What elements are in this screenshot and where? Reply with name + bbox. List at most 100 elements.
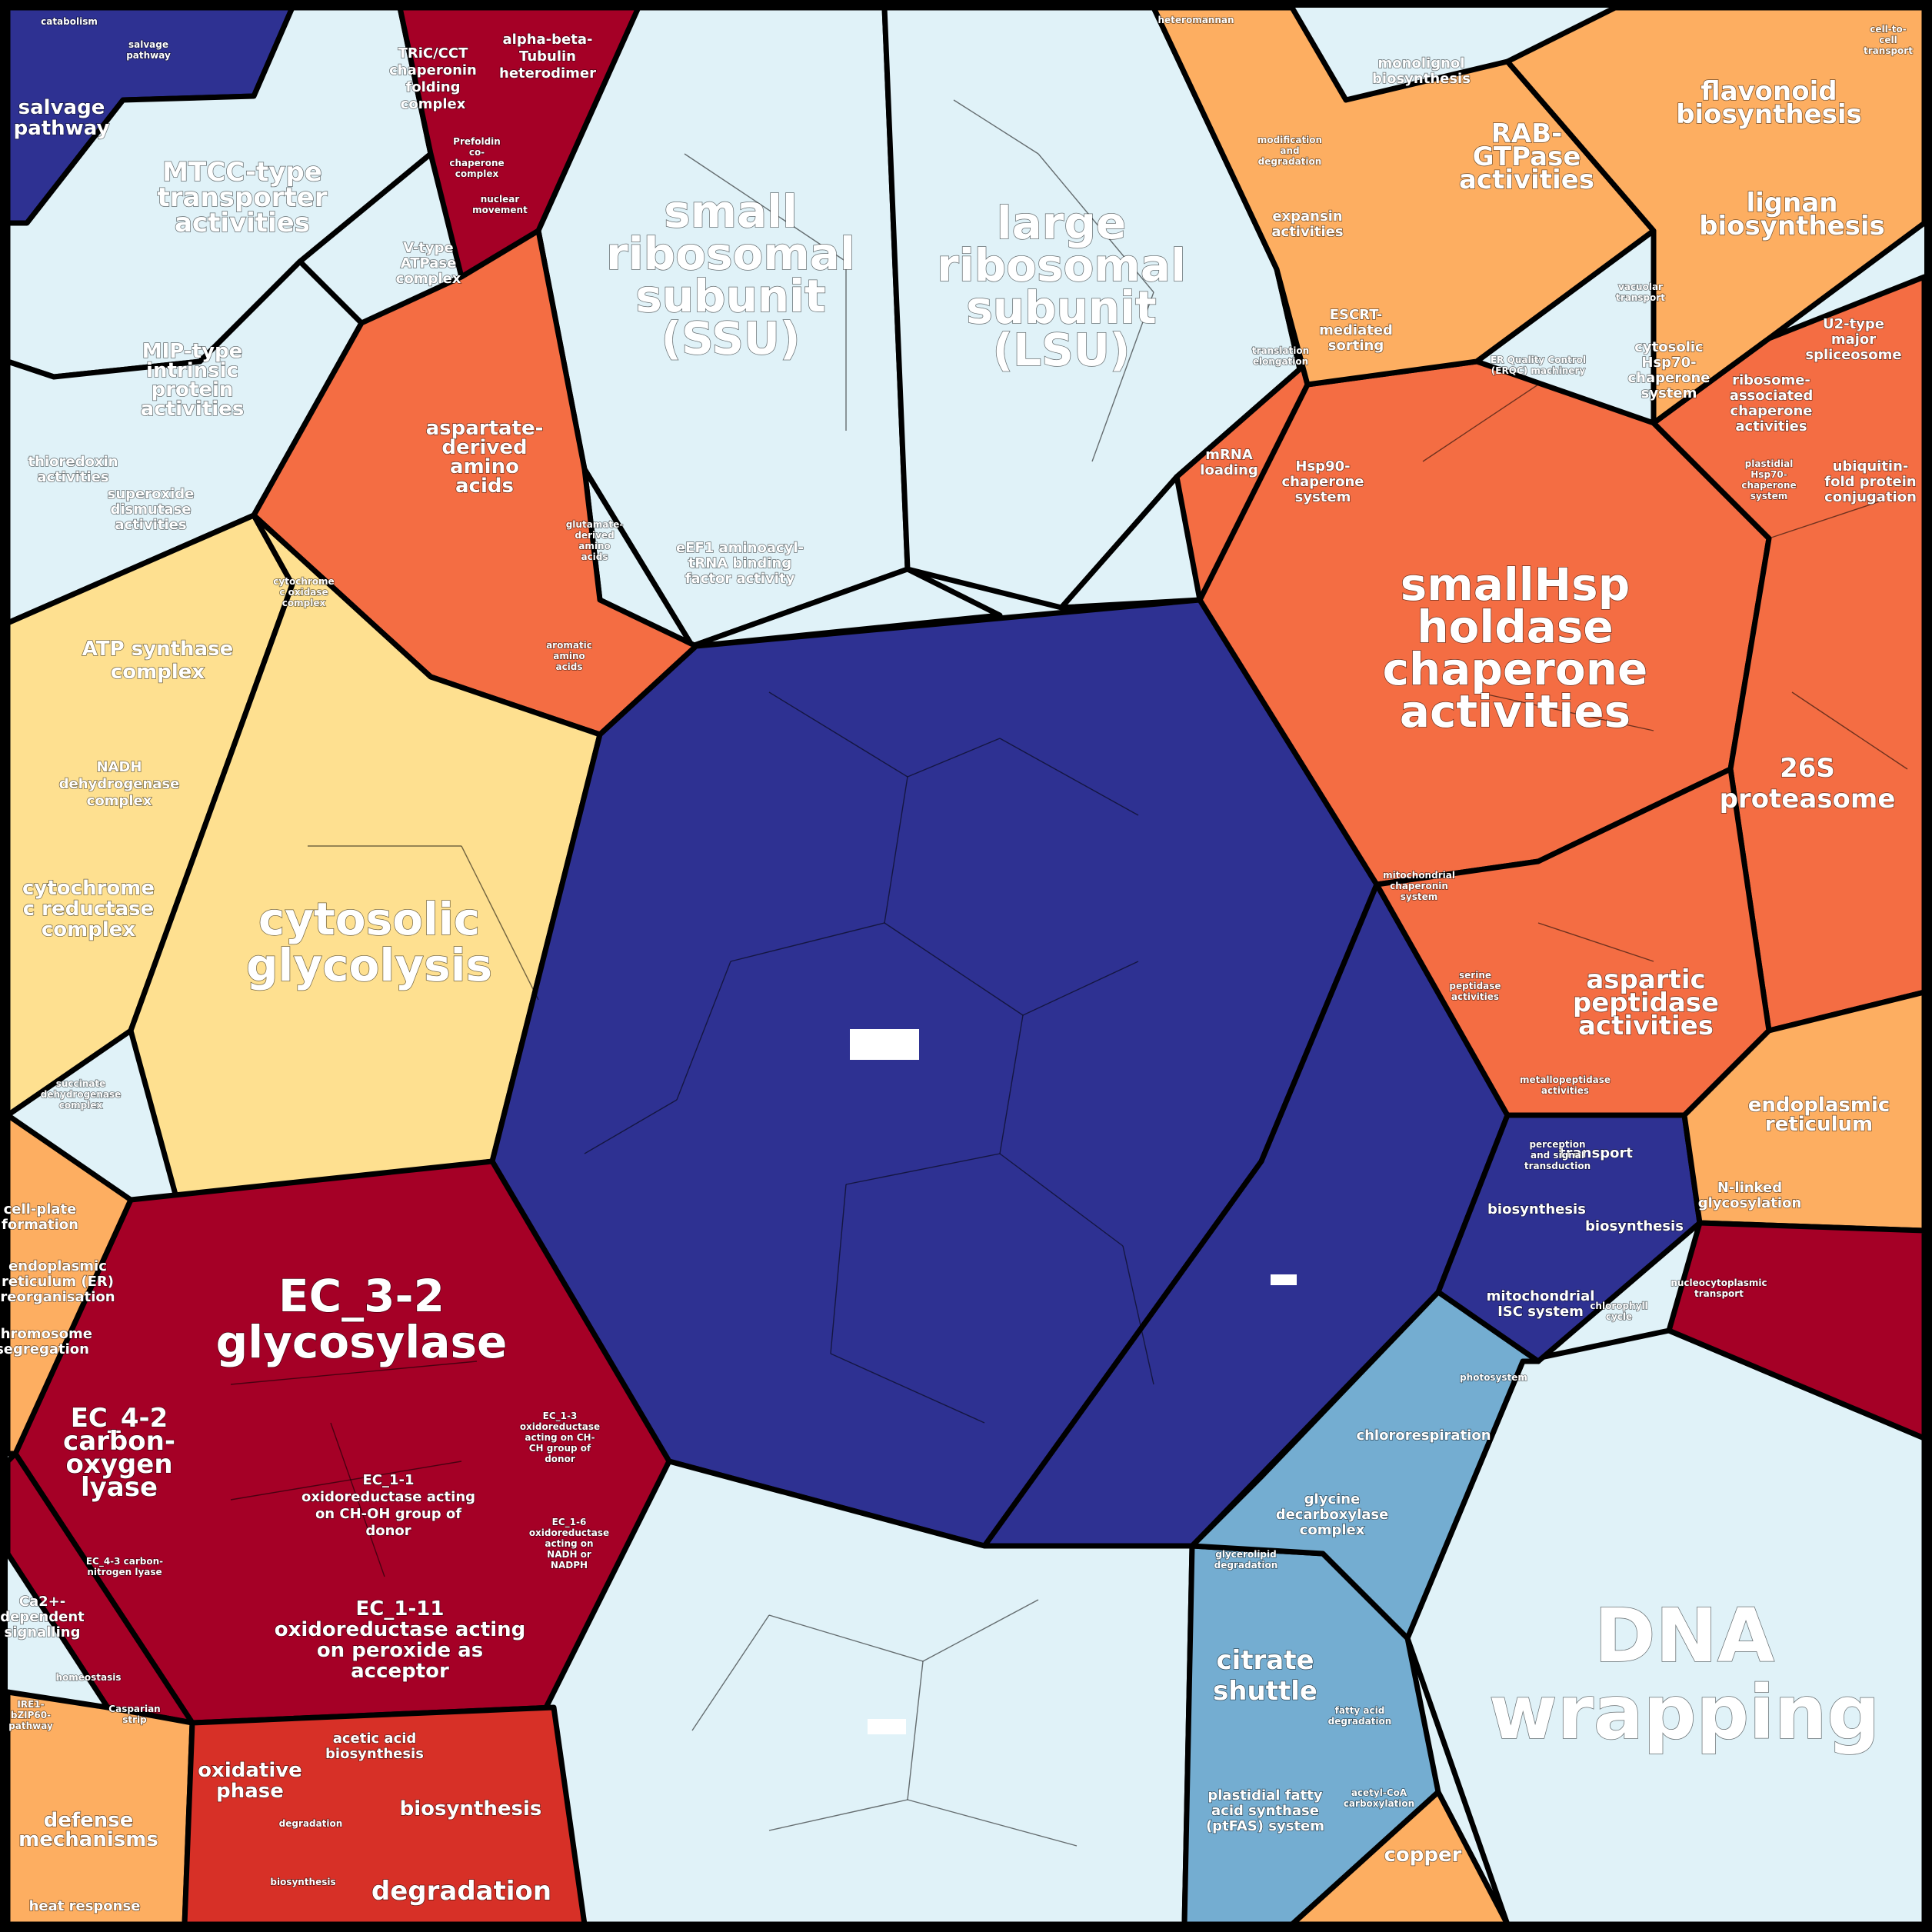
cell-label: EC_4-2 <box>71 1403 168 1434</box>
cell-copper[interactable] <box>1289 1789 1511 1927</box>
cell-label: ISC system <box>1497 1304 1584 1320</box>
sub-cell-boundary <box>1476 691 1654 731</box>
sub-cell-boundary <box>768 1614 924 1662</box>
cell-label: proteasome <box>1720 784 1896 814</box>
sub-cell-boundary <box>907 738 1001 778</box>
cell-label: thioredoxin <box>28 454 118 470</box>
cell-label: complex <box>42 918 136 941</box>
cell-label: oxidoreductase <box>529 1527 609 1538</box>
sub-cell-boundary <box>845 1153 1001 1185</box>
cell-endoplasmic[interactable] <box>1681 989 1927 1234</box>
sub-cell-boundary <box>1122 1245 1154 1385</box>
cell-label: mechanisms <box>18 1828 158 1851</box>
cell-label: aspartic <box>1586 964 1705 995</box>
cell-label: (ERQC) machinery <box>1491 365 1586 376</box>
cell-label: Tubulin <box>519 48 576 65</box>
cell-label: endoplasmic <box>8 1258 107 1274</box>
cell-label: degradation <box>279 1818 343 1829</box>
cell-label: Prefoldin <box>453 136 501 147</box>
cell-label: strip <box>122 1714 147 1725</box>
cell-label: lignan <box>1747 188 1838 218</box>
cell-label: biosynthesis <box>270 1877 335 1887</box>
cell-label: carbon- <box>63 1426 175 1457</box>
sub-cell-boundary <box>884 776 908 924</box>
cell-label: V-type <box>403 240 454 256</box>
cell-label: complex <box>87 793 152 809</box>
cell-label: cytochrome <box>22 877 155 900</box>
cell-label: glycosylation <box>1698 1195 1802 1211</box>
cell-label: chlororespiration <box>1356 1427 1491 1444</box>
cell-label: biosynthesis <box>325 1746 424 1762</box>
cell-label: complex <box>111 661 205 684</box>
cell-label: chaperone <box>1741 480 1796 491</box>
cell-label: (SSU) <box>661 312 800 365</box>
cell-label: endoplasmic <box>1748 1094 1890 1117</box>
cell-label: transport <box>1694 1288 1744 1299</box>
cell-label: lyase <box>81 1472 158 1503</box>
cell-label: movement <box>472 205 528 215</box>
cell-chlororespiration[interactable] <box>1189 1289 1541 1641</box>
sub-cell-boundary <box>907 1799 1078 1847</box>
cell-label: perception <box>1529 1139 1585 1150</box>
cell-nucleocyto[interactable] <box>1666 1220 1927 1441</box>
sub-cell-boundary <box>1791 691 1908 770</box>
cell-label: bZIP60- <box>11 1710 51 1720</box>
cell-label: fold protein <box>1824 474 1916 490</box>
cell-label: biosynthesis <box>1676 99 1862 130</box>
cell-redbottom[interactable] <box>182 1704 588 1927</box>
cell-label: heteromannan <box>1158 15 1234 25</box>
cell-label: biosynthesis <box>1487 1201 1586 1217</box>
cell-label: major <box>1831 331 1876 348</box>
cell-label: acceptor <box>351 1660 449 1683</box>
cell-label: alpha-beta- <box>503 32 593 48</box>
cell-label: chromosome <box>0 1326 92 1342</box>
cell-label: complex <box>396 271 461 287</box>
cell-label: wrapping <box>1489 1670 1880 1756</box>
cell-label: co- <box>469 147 485 158</box>
cell-label: tRNA binding <box>688 555 791 571</box>
cell-label: serine <box>1459 970 1491 981</box>
cell-label: N-linked <box>1717 1180 1782 1196</box>
cell-label: pathway <box>8 1720 53 1731</box>
cell-label: mediated <box>1319 322 1393 338</box>
cell-label: acetyl-CoA <box>1351 1787 1407 1798</box>
sub-cell-boundary <box>584 1099 678 1154</box>
cell-label: metallopeptidase <box>1520 1074 1611 1085</box>
blank-label-box <box>1271 1274 1297 1285</box>
cell-label: (LSU) <box>993 324 1131 376</box>
cell-label: activities <box>115 517 186 533</box>
cell-defense[interactable] <box>5 1112 134 1457</box>
cell-ec42[interactable] <box>5 1451 195 1726</box>
cell-label: activities <box>37 469 108 485</box>
cell-label: biosynthesis <box>1372 71 1471 87</box>
cell-label: reticulum (ER) <box>2 1274 114 1290</box>
cell-label: Casparian <box>108 1704 160 1714</box>
cell-label: dependent <box>0 1609 85 1625</box>
cell-label: ubiquitin- <box>1833 458 1909 475</box>
cell-label: superoxide <box>108 486 195 502</box>
cell-label: glycine <box>1304 1491 1361 1507</box>
cell-label: Hsp90- <box>1295 458 1350 475</box>
cell-label: amino <box>553 651 585 661</box>
cell-label: transporter <box>158 182 328 213</box>
cell-label: chaperone <box>1628 370 1710 386</box>
cell-mtcc[interactable] <box>5 5 434 380</box>
sub-cell-boundary <box>830 1353 985 1424</box>
cell-flavonoid[interactable] <box>1504 5 1927 426</box>
cell-label: complex <box>59 1100 103 1111</box>
cell-label: chaperonin <box>1390 881 1448 891</box>
cell-label: activities <box>1451 991 1499 1002</box>
sub-cell-lines <box>230 99 1908 1847</box>
sub-cell-boundary <box>830 1184 847 1354</box>
sub-cell-boundary <box>1422 384 1539 462</box>
cell-label: defense <box>44 1809 134 1832</box>
cell-label: translation <box>1252 345 1309 356</box>
blank-label-box <box>868 1719 906 1734</box>
cell-label: activities <box>1459 165 1594 195</box>
cell-label: associated <box>1730 388 1814 404</box>
cell-label: system <box>1641 385 1697 401</box>
cell-label: photosystem <box>1460 1372 1527 1383</box>
cell-label: nuclear <box>481 194 520 205</box>
cell-label: oxidoreductase <box>520 1421 600 1432</box>
cell-label: U2-type <box>1823 316 1884 332</box>
